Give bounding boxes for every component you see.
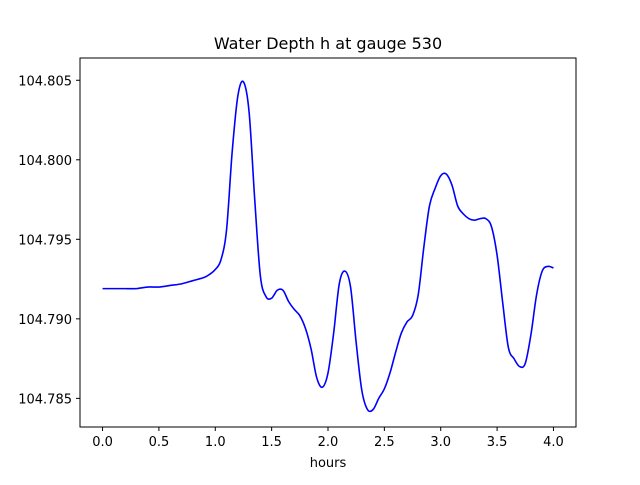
y-tick-label: 104.785 — [18, 392, 72, 407]
x-axis-label: hours — [310, 456, 347, 471]
plot-area: 0.0 0.5 1.0 1.5 2.0 2.5 3.0 3.5 4.0 104.785 104.79… — [18, 74, 564, 450]
y-tick-label: 104.800 — [18, 154, 72, 169]
y-tick-label: 104.790 — [18, 313, 72, 328]
x-tick-label: 3.5 — [487, 435, 508, 450]
x-tick-label: 2.5 — [374, 435, 395, 450]
x-tick-label: 4.0 — [543, 435, 564, 450]
x-tick-label: 0.0 — [92, 435, 113, 450]
x-tick-label: 1.0 — [205, 435, 226, 450]
x-tick-label: 1.5 — [261, 435, 282, 450]
y-tick-label: 104.795 — [18, 233, 72, 248]
axes-frame — [79, 57, 577, 428]
chart-title: Water Depth h at gauge 530 — [214, 34, 442, 53]
y-tick-label: 104.805 — [18, 74, 72, 89]
x-tick-label: 2.0 — [318, 435, 339, 450]
series-line-0 — [102, 80, 554, 413]
x-tick-label: 3.0 — [430, 435, 451, 450]
x-tick-label: 0.5 — [149, 435, 170, 450]
